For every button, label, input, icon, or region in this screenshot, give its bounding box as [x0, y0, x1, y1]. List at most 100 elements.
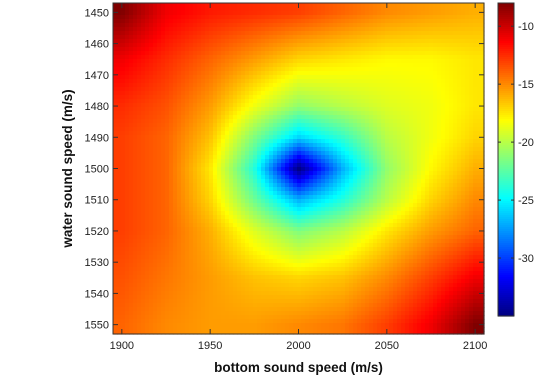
heatmap-cell — [157, 199, 162, 204]
heatmap-cell — [305, 215, 310, 220]
heatmap-cell — [189, 31, 194, 36]
heatmap-cell — [357, 87, 362, 92]
heatmap-cell — [237, 171, 242, 176]
heatmap-cell — [249, 215, 254, 220]
heatmap-cell — [377, 195, 382, 200]
heatmap-cell — [325, 215, 330, 220]
heatmap-cell — [181, 7, 186, 12]
heatmap-cell — [317, 51, 322, 56]
heatmap-cell — [373, 35, 378, 40]
heatmap-cell — [265, 135, 270, 140]
heatmap-cell — [133, 63, 138, 68]
heatmap-cell — [137, 27, 142, 32]
heatmap-cell — [449, 75, 454, 80]
heatmap-cell — [253, 111, 258, 116]
heatmap-cell — [209, 151, 214, 156]
heatmap-cell — [141, 71, 146, 76]
heatmap-cell — [345, 135, 350, 140]
heatmap-cell — [293, 95, 298, 100]
heatmap-cell — [201, 111, 206, 116]
heatmap-cell — [213, 95, 218, 100]
heatmap-cell — [213, 103, 218, 108]
heatmap-cell — [437, 207, 442, 212]
heatmap-cell — [201, 191, 206, 196]
heatmap-cell — [261, 103, 266, 108]
heatmap-cell — [341, 71, 346, 76]
heatmap-cell — [241, 163, 246, 168]
heatmap-cell — [353, 167, 358, 172]
heatmap-cell — [245, 59, 250, 64]
heatmap-cell — [477, 203, 482, 208]
heatmap-cell — [293, 151, 298, 156]
heatmap-cell — [393, 155, 398, 160]
heatmap-cell — [369, 11, 374, 16]
heatmap-cell — [221, 95, 226, 100]
heatmap-cell — [257, 187, 262, 192]
heatmap-cell — [245, 7, 250, 12]
heatmap-cell — [161, 147, 166, 152]
heatmap-cell — [225, 103, 230, 108]
heatmap-cell — [317, 139, 322, 144]
heatmap-cell — [265, 155, 270, 160]
heatmap-cell — [289, 79, 294, 84]
heatmap-cell — [297, 159, 302, 164]
heatmap-cell — [377, 95, 382, 100]
heatmap-cell — [121, 63, 126, 68]
heatmap-cell — [173, 131, 178, 136]
heatmap-cell — [237, 23, 242, 28]
heatmap-cell — [237, 31, 242, 36]
heatmap-cell — [285, 83, 290, 88]
heatmap-cell — [309, 107, 314, 112]
heatmap-cell — [421, 43, 426, 48]
heatmap-cell — [329, 159, 334, 164]
heatmap-cell — [189, 59, 194, 64]
heatmap-cell — [257, 19, 262, 24]
heatmap-cell — [441, 159, 446, 164]
heatmap-cell — [445, 147, 450, 152]
heatmap-cell — [425, 19, 430, 24]
heatmap-cell — [137, 79, 142, 84]
heatmap-cell — [445, 187, 450, 192]
heatmap-cell — [433, 123, 438, 128]
heatmap-cell — [421, 151, 426, 156]
heatmap-cell — [285, 55, 290, 60]
heatmap-cell — [249, 67, 254, 72]
heatmap-cell — [321, 107, 326, 112]
heatmap-cell — [413, 35, 418, 40]
heatmap-cell — [361, 131, 366, 136]
heatmap-cell — [349, 159, 354, 164]
heatmap-cell — [457, 151, 462, 156]
heatmap-cell — [169, 203, 174, 208]
heatmap-cell — [325, 15, 330, 20]
heatmap-cell — [409, 127, 414, 132]
heatmap-cell — [137, 107, 142, 112]
heatmap-cell — [225, 39, 230, 44]
heatmap-cell — [165, 187, 170, 192]
heatmap-cell — [309, 195, 314, 200]
heatmap-cell — [329, 51, 334, 56]
heatmap-cell — [317, 99, 322, 104]
heatmap-cell — [241, 47, 246, 52]
heatmap-cell — [205, 107, 210, 112]
heatmap-cell — [297, 123, 302, 128]
heatmap-cell — [185, 139, 190, 144]
heatmap-cell — [333, 103, 338, 108]
heatmap-cell — [465, 151, 470, 156]
heatmap-cell — [457, 51, 462, 56]
heatmap-cell — [377, 127, 382, 132]
heatmap-cell — [297, 111, 302, 116]
heatmap-cell — [361, 43, 366, 48]
heatmap-cell — [373, 83, 378, 88]
heatmap-cell — [317, 131, 322, 136]
heatmap-cell — [453, 39, 458, 44]
heatmap-cell — [273, 87, 278, 92]
heatmap-cell — [381, 199, 386, 204]
heatmap-cell — [377, 215, 382, 220]
heatmap-cell — [333, 15, 338, 20]
heatmap-cell — [193, 155, 198, 160]
heatmap-cell — [253, 175, 258, 180]
heatmap-cell — [445, 135, 450, 140]
heatmap-cell — [465, 31, 470, 36]
heatmap-cell — [305, 55, 310, 60]
heatmap-cell — [333, 115, 338, 120]
